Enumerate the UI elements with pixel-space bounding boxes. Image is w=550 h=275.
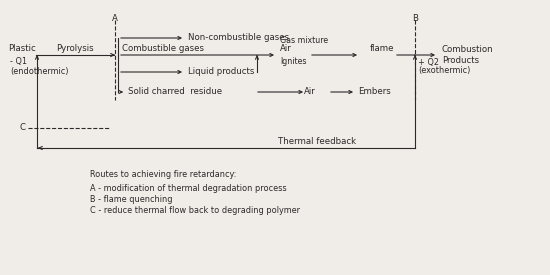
- Text: - Q1
(endothermic): - Q1 (endothermic): [10, 57, 69, 76]
- Text: A - modification of thermal degradation process: A - modification of thermal degradation …: [90, 184, 287, 193]
- Text: Air: Air: [304, 87, 316, 97]
- Text: Solid charred  residue: Solid charred residue: [128, 87, 222, 97]
- Text: + Q2: + Q2: [418, 58, 439, 67]
- Text: Liquid products: Liquid products: [188, 67, 254, 76]
- Text: (exothermic): (exothermic): [418, 66, 470, 75]
- Text: B: B: [412, 14, 418, 23]
- Text: Ignites: Ignites: [280, 57, 306, 66]
- Text: Embers: Embers: [358, 87, 390, 97]
- Text: Gas mixture: Gas mixture: [280, 36, 328, 45]
- Text: Routes to achieving fire retardancy:: Routes to achieving fire retardancy:: [90, 170, 236, 179]
- Text: A: A: [112, 14, 118, 23]
- Text: Pyrolysis: Pyrolysis: [56, 44, 94, 53]
- Text: Plastic: Plastic: [8, 44, 36, 53]
- Text: Combustible gases: Combustible gases: [122, 44, 204, 53]
- Text: Combustion
Products: Combustion Products: [442, 45, 494, 65]
- Text: C - reduce thermal flow back to degrading polymer: C - reduce thermal flow back to degradin…: [90, 206, 300, 215]
- Text: flame: flame: [370, 44, 394, 53]
- Text: C: C: [20, 123, 26, 133]
- Text: Non-combustible gases: Non-combustible gases: [188, 34, 289, 43]
- Text: B - flame quenching: B - flame quenching: [90, 195, 173, 204]
- Text: Thermal feedback: Thermal feedback: [278, 137, 356, 146]
- Text: Air: Air: [280, 44, 292, 53]
